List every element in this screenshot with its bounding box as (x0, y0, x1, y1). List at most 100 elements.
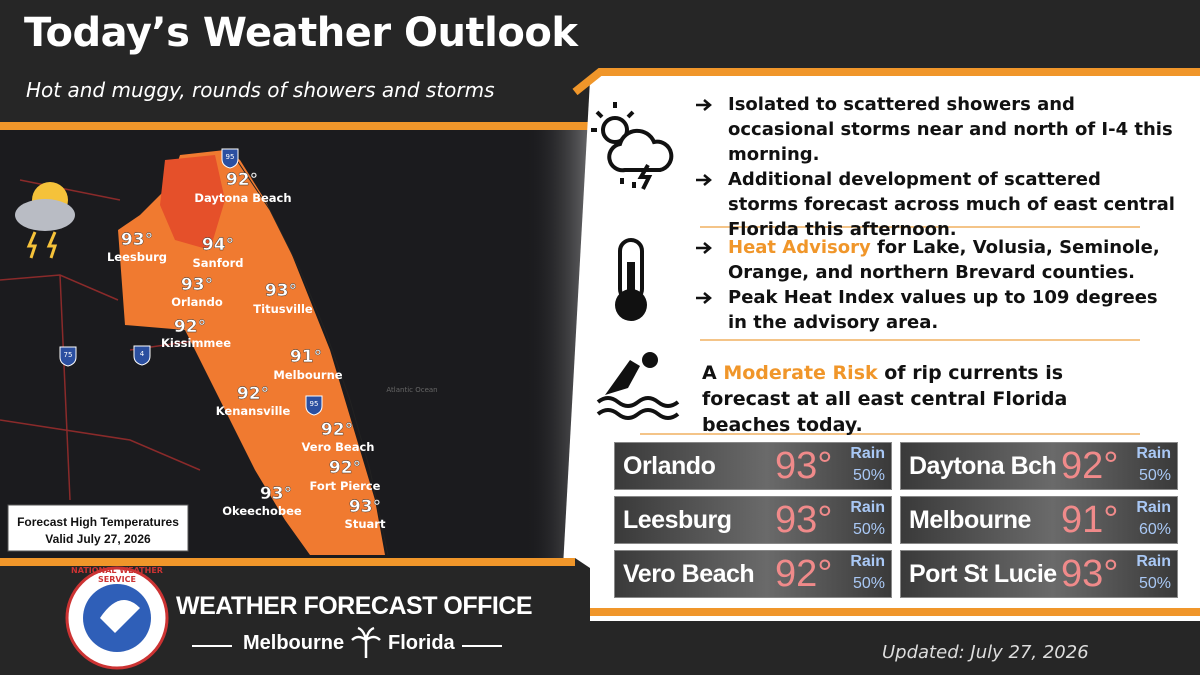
bullet-arrow (696, 174, 712, 186)
card-city: Orlando (623, 452, 716, 480)
bullet-part: Isolated to scattered showers and occasi… (728, 94, 1173, 165)
bullet: Peak Heat Index values up to 109 degrees… (696, 285, 1176, 335)
highlight: Moderate Risk (723, 362, 878, 384)
bullet-part: Additional development of scattered stor… (728, 169, 1175, 240)
highway-shield (59, 346, 77, 367)
city-temp: 92° (329, 458, 361, 478)
bullet-text: Additional development of scattered stor… (728, 167, 1176, 242)
card-rain-label: Rain (850, 499, 885, 516)
title: Today’s Weather Outlook (24, 10, 578, 56)
ocean-label: Atlantic Ocean (386, 386, 437, 394)
city-name: Leesburg (107, 250, 167, 264)
city-temp: 92° (321, 420, 353, 440)
city-name: Vero Beach (302, 440, 375, 454)
city-card: Daytona Bch 92° Rain 50% (900, 442, 1178, 490)
city-name: Titusville (253, 302, 313, 316)
bullet-text: Heat Advisory for Lake, Volusia, Seminol… (728, 235, 1176, 285)
temperature-map: 92°Daytona Beach93°Leesburg94°Sanford93°… (0, 130, 590, 558)
bullet-part: Peak Heat Index values up to 109 degrees… (728, 287, 1158, 333)
city-temp: 93° (121, 230, 153, 250)
updated-date: Updated: July 27, 2026 (882, 642, 1089, 663)
card-rain-label: Rain (850, 445, 885, 462)
bullet: Additional development of scattered stor… (696, 167, 1176, 242)
card-temp: 92° (775, 553, 833, 595)
city-temp: 94° (202, 235, 234, 255)
bullet-text: Peak Heat Index values up to 109 degrees… (728, 285, 1176, 335)
heat-section: Heat Advisory for Lake, Volusia, Seminol… (696, 235, 1176, 335)
office-state: Florida (388, 632, 455, 654)
legend-line1: Forecast High Temperatures (17, 515, 179, 529)
card-rain-label: Rain (1136, 499, 1171, 516)
card-city: Melbourne (909, 506, 1031, 534)
text-part: A (702, 362, 724, 384)
city-temp: 92° (174, 317, 206, 337)
city-name: Okeechobee (222, 504, 302, 518)
bullet-arrow (696, 99, 712, 111)
city-card: Vero Beach 92° Rain 50% (614, 550, 892, 598)
city-name: Kissimmee (161, 336, 231, 350)
city-name: Orlando (171, 295, 223, 309)
city-temp: 92° (226, 170, 258, 190)
city-name: Sanford (192, 256, 243, 270)
orange-divider (0, 122, 590, 130)
card-rain: 50% (852, 575, 885, 592)
subtitle: Hot and muggy, rounds of showers and sto… (26, 78, 495, 102)
bullet-part: for Lake, Volusia, Seminole, Orange, and… (728, 237, 1160, 283)
city-temp: 93° (349, 497, 381, 517)
card-rain-label: Rain (850, 553, 885, 570)
card-rain-label: Rain (1136, 553, 1171, 570)
city-name: Melbourne (273, 368, 342, 382)
city-card: Orlando 93° Rain 50% (614, 442, 892, 490)
card-temp: 92° (1061, 445, 1119, 487)
city-name: Stuart (345, 517, 386, 531)
card-temp: 93° (775, 445, 833, 487)
bullet-arrow (696, 292, 712, 304)
highway-number: 95 (226, 153, 235, 161)
highway-number: 4 (140, 350, 145, 358)
bullet-arrow (696, 242, 712, 254)
card-rain: 50% (852, 467, 885, 484)
highway-number: 95 (310, 400, 319, 408)
city-temp: 91° (290, 347, 322, 367)
footer-logo-area (0, 558, 590, 675)
text-part: of rip currents is forecast at all east … (702, 362, 1068, 436)
bullet-text: Isolated to scattered showers and occasi… (728, 92, 1176, 167)
city-name: Fort Pierce (310, 479, 381, 493)
bullet: Heat Advisory for Lake, Volusia, Seminol… (696, 235, 1176, 285)
card-rain: 60% (1138, 521, 1171, 538)
highway-shield (133, 345, 151, 366)
bullet: Isolated to scattered showers and occasi… (696, 92, 1176, 167)
highway-shield (305, 395, 323, 416)
city-temp: 93° (181, 275, 213, 295)
office-city: Melbourne (243, 632, 345, 654)
highway-shield (221, 148, 239, 169)
city-card: Port St Lucie 93° Rain 50% (900, 550, 1178, 598)
city-temp: 93° (260, 484, 292, 504)
rain-section: Isolated to scattered showers and occasi… (696, 92, 1176, 242)
city-name: Kenansville (216, 404, 291, 418)
rip-section: A Moderate Risk of rip currents is forec… (702, 360, 1152, 438)
highway-number: 75 (64, 351, 73, 359)
thermometer-icon (615, 238, 647, 321)
card-temp: 93° (1061, 553, 1119, 595)
card-city: Daytona Bch (909, 452, 1057, 480)
highlight: Heat Advisory (728, 237, 871, 258)
city-card: Leesburg 93° Rain 50% (614, 496, 892, 544)
card-temp: 93° (775, 499, 833, 541)
card-rain: 50% (1138, 467, 1171, 484)
legend-line2: Valid July 27, 2026 (45, 532, 151, 546)
card-rain: 50% (1138, 575, 1171, 592)
card-city: Leesburg (623, 506, 732, 534)
city-temp: 92° (237, 384, 269, 404)
city-temp: 93° (265, 281, 297, 301)
city-name: Daytona Beach (194, 191, 291, 205)
swimmer-icon (596, 352, 680, 420)
card-temp: 91° (1061, 499, 1119, 541)
office-name: WEATHER FORECAST OFFICE (176, 592, 533, 620)
card-rain-label: Rain (1136, 445, 1171, 462)
logo-text: NATIONAL WEATHER SERVICE (71, 566, 163, 584)
card-rain: 50% (852, 521, 885, 538)
card-city: Vero Beach (623, 560, 755, 588)
storm-icon (591, 102, 674, 190)
